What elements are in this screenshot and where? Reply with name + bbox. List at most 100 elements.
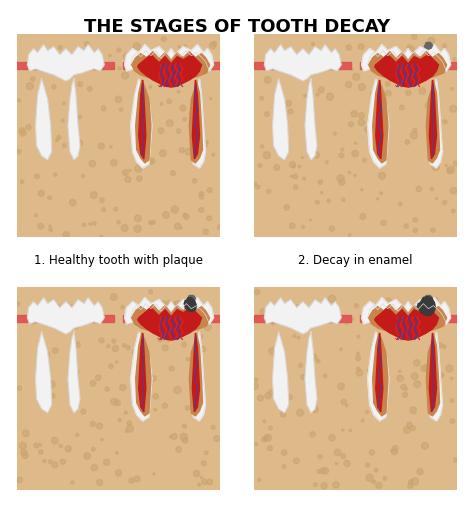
Ellipse shape [120,384,126,391]
Ellipse shape [174,387,181,394]
Ellipse shape [149,221,153,225]
Ellipse shape [371,92,375,97]
Ellipse shape [419,88,426,95]
Ellipse shape [206,141,208,143]
Ellipse shape [167,340,169,342]
Ellipse shape [171,434,177,439]
Bar [360,63,457,70]
Ellipse shape [166,301,172,308]
Ellipse shape [428,110,432,114]
Polygon shape [273,332,289,413]
Ellipse shape [63,103,65,106]
Ellipse shape [182,343,186,347]
Ellipse shape [252,383,258,389]
Ellipse shape [400,106,404,111]
Polygon shape [27,45,104,82]
Ellipse shape [391,448,397,455]
Ellipse shape [411,478,419,485]
Ellipse shape [292,165,295,169]
Ellipse shape [118,68,121,71]
Ellipse shape [17,477,22,483]
Ellipse shape [335,449,341,456]
Ellipse shape [392,49,399,56]
Ellipse shape [181,318,184,321]
Ellipse shape [20,131,26,137]
Ellipse shape [87,87,92,92]
Ellipse shape [346,405,348,407]
Ellipse shape [404,387,408,391]
Ellipse shape [404,427,410,433]
Ellipse shape [383,477,387,480]
Ellipse shape [319,58,321,60]
Ellipse shape [355,304,359,308]
Ellipse shape [416,187,421,192]
Ellipse shape [59,444,62,448]
Ellipse shape [329,226,335,232]
Ellipse shape [265,393,271,399]
Ellipse shape [361,189,363,191]
Ellipse shape [339,154,344,159]
Ellipse shape [329,435,335,441]
Ellipse shape [116,451,118,454]
Ellipse shape [311,59,318,66]
Ellipse shape [125,177,131,183]
Ellipse shape [430,188,433,191]
Ellipse shape [421,442,428,449]
Ellipse shape [38,191,45,197]
Ellipse shape [129,170,131,172]
Ellipse shape [145,313,152,320]
Ellipse shape [414,381,421,388]
Ellipse shape [71,481,74,484]
Ellipse shape [261,145,264,148]
Polygon shape [132,53,210,85]
Ellipse shape [450,419,455,424]
Ellipse shape [84,453,91,460]
Ellipse shape [126,425,134,432]
Ellipse shape [290,224,295,229]
Ellipse shape [89,223,92,226]
Ellipse shape [349,123,354,128]
Ellipse shape [409,480,413,484]
Ellipse shape [431,229,435,233]
Ellipse shape [445,165,447,168]
Ellipse shape [316,94,319,97]
Ellipse shape [315,201,319,205]
Ellipse shape [115,97,122,103]
Ellipse shape [405,140,410,145]
Ellipse shape [264,153,271,160]
Ellipse shape [163,212,169,219]
Ellipse shape [19,128,25,134]
Ellipse shape [171,207,178,214]
Ellipse shape [70,305,73,307]
Bar [254,63,351,70]
Ellipse shape [90,381,96,386]
Ellipse shape [101,438,103,441]
Ellipse shape [310,355,317,361]
Ellipse shape [134,476,140,482]
Ellipse shape [162,403,167,409]
Ellipse shape [311,43,314,46]
Ellipse shape [26,83,33,90]
Ellipse shape [369,450,374,455]
Ellipse shape [337,383,345,390]
Ellipse shape [199,192,204,196]
Ellipse shape [378,173,385,180]
Ellipse shape [413,317,418,322]
Ellipse shape [260,97,264,101]
Ellipse shape [396,63,399,66]
Ellipse shape [406,91,411,96]
Ellipse shape [447,167,455,174]
Ellipse shape [316,360,320,363]
Ellipse shape [351,318,354,321]
Ellipse shape [149,290,153,294]
Ellipse shape [282,465,286,469]
Ellipse shape [130,306,136,311]
Ellipse shape [341,399,346,405]
Ellipse shape [349,430,352,432]
Ellipse shape [341,454,346,459]
Ellipse shape [411,373,418,380]
Ellipse shape [162,345,168,351]
Ellipse shape [281,108,283,110]
Ellipse shape [288,395,292,399]
Ellipse shape [61,120,64,123]
